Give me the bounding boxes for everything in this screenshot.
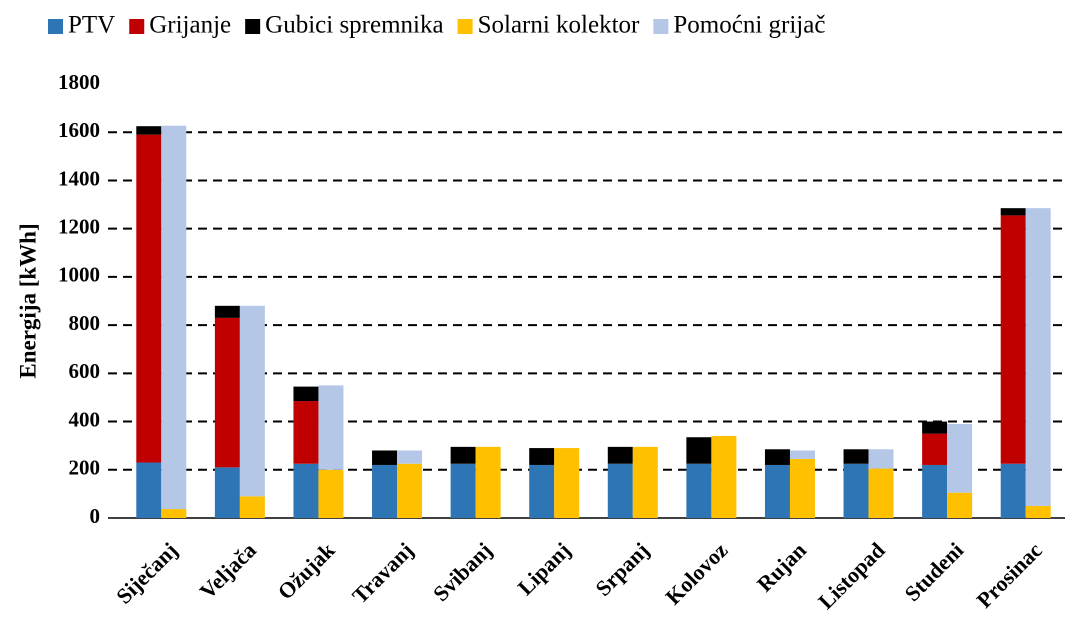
bar-segment [214,317,240,468]
bar-segment [1025,505,1051,518]
bar-segment [372,464,398,518]
bar-segment [843,449,869,464]
bar-segment [686,463,712,518]
y-tick-label: 1200 [58,214,100,238]
legend-swatch [245,19,261,34]
bar-segment [450,463,476,518]
bar-segment [1000,208,1026,216]
x-tick-label: Siječanj [111,537,182,608]
x-tick-label: Rujan [752,537,811,596]
bar-segment [764,449,790,465]
bar-segment [922,421,948,434]
bar-segment [1000,215,1026,464]
bar-segment [764,464,790,518]
bar-segment [711,436,737,518]
bar-segment [372,450,398,465]
bar-segment [318,385,344,470]
bar-segment [239,496,265,518]
bar-segment [947,492,973,518]
bar-segment [789,450,815,459]
bar-segment [136,126,162,135]
bar-segment [293,386,319,402]
y-tick-label: 1400 [58,166,100,190]
legend-swatch [653,19,669,34]
bar-segment [161,125,187,510]
bar-segment [686,437,712,464]
bar-segment [136,462,162,518]
bar-segment [843,463,869,518]
x-tick-label: Srpanj [590,537,653,600]
bar-segment [789,458,815,518]
bar-segment [450,446,476,464]
bar-segment [868,468,894,518]
x-tick-label: Ožujak [273,537,340,604]
x-tick-label: Studeni [900,537,969,606]
bar-segment [868,449,894,469]
legend-swatch [48,19,63,34]
legend-label: Gubici spremnika [265,12,443,39]
y-tick-label: 1000 [58,263,100,287]
bar-segment [239,305,265,497]
y-tick-label: 600 [69,359,101,383]
x-tick-label: Lipanj [513,537,576,600]
bar-segment [397,450,423,464]
x-tick-label: Svibanj [428,537,497,606]
x-tick-label: Travanj [347,537,418,608]
bar-segment [529,448,555,465]
bar-segment [293,463,319,518]
legend-swatch [457,19,473,34]
x-tick-label: Prosinac [972,537,1047,612]
y-tick-label: 400 [69,407,101,431]
bar-segment [1025,208,1051,506]
y-axis-label: Energija [kWh] [15,223,40,378]
y-tick-label: 800 [69,311,101,335]
bar-segment [922,464,948,518]
bar-segment [397,463,423,518]
bar-segment [475,446,501,518]
bar-segment [136,134,162,463]
x-tick-label: Listopad [813,537,889,613]
legend-label: Solarni kolektor [478,12,640,39]
bar-segment [632,446,658,518]
bar-segment [318,469,344,518]
x-tick-label: Veljača [195,537,261,603]
x-tick-label: Kolovoz [660,537,732,609]
y-tick-label: 1600 [58,118,100,142]
bar-segment [607,446,633,464]
legend-label: PTV [68,12,115,39]
bar-segment [161,509,187,518]
y-tick-label: 1800 [58,70,100,94]
legend-swatch [129,19,145,34]
bar-segment [554,448,580,518]
bar-segment [607,463,633,518]
bar-segment [214,467,240,518]
bar-segment [947,423,973,493]
y-tick-label: 200 [69,456,101,480]
bar-segment [922,433,948,465]
y-tick-label: 0 [90,504,101,528]
bar-segment [214,305,240,318]
bar-segment [529,464,555,518]
legend-label: Pomoćni grijač [673,12,825,39]
bar-segment [293,401,319,464]
bar-segment [1000,463,1026,518]
legend-label: Grijanje [149,12,231,39]
